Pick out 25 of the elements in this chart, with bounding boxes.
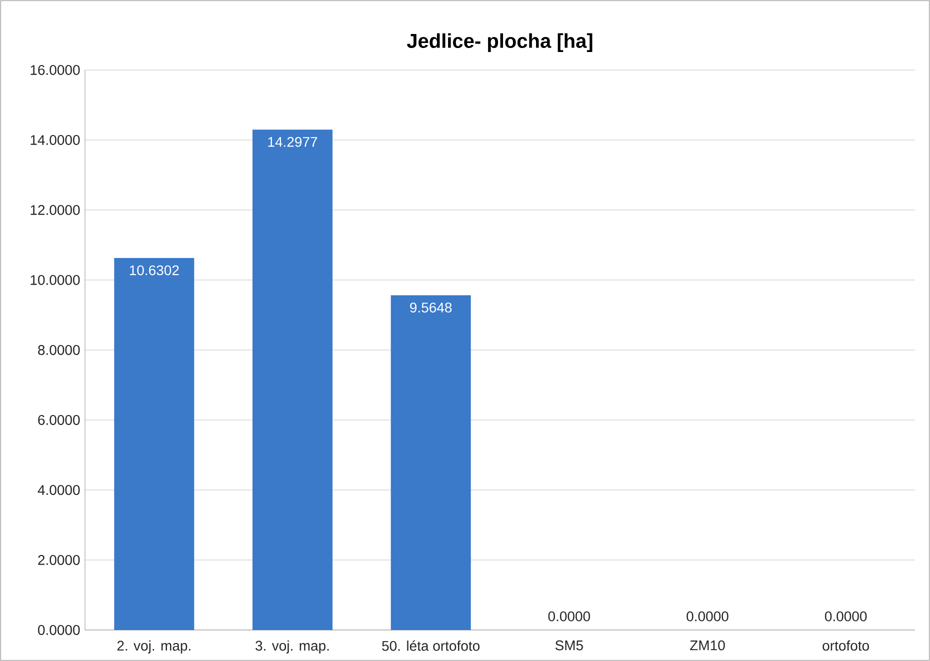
data-label: 0.0000 [824,611,867,622]
y-tick-label: 10.0000 [30,275,80,285]
bar [252,130,333,630]
x-tick-label: 2. voj. map. [117,640,190,654]
data-label: 14.2977 [268,136,318,147]
y-tick-label: 0.0000 [38,625,80,635]
y-tick-label: 2.0000 [38,555,80,565]
y-tick-label: 4.0000 [38,485,80,495]
bar [114,258,194,630]
data-label: 0.0000 [548,611,590,622]
y-tick-label: 16.0000 [30,65,80,75]
y-tick-label: 12.0000 [30,205,80,215]
data-label: 0.0000 [686,611,728,622]
x-tick-label: SM5 [555,640,583,650]
x-tick-label: ZM10 [690,640,725,650]
x-tick-label: 3. voj. map. [256,640,329,654]
y-tick-label: 6.0000 [38,415,80,425]
x-tick-label: 50. léta ortofoto [382,640,480,651]
data-label: 10.6302 [130,265,179,276]
y-tick-label: 14.0000 [30,135,80,145]
y-tick-label: 8.0000 [38,345,80,355]
data-label: 9.5648 [410,302,452,313]
bar [390,295,471,630]
chart-title: Jedlice- plocha [ha] [406,33,592,52]
x-tick-label: ortofoto [822,640,869,651]
